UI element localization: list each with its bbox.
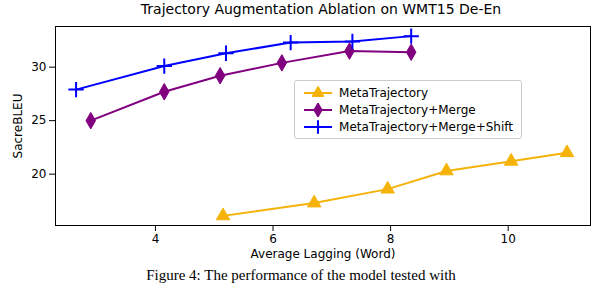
html-text:MetaTrajectory: MetaTrajectory — [339, 85, 429, 100]
svg-text:25: 25 — [31, 113, 46, 127]
html-text:Trajectory Augmentation Ablati: Trajectory Augmentation Ablation on WMT1… — [140, 1, 502, 17]
svg-text:SacreBLEU: SacreBLEU — [11, 94, 25, 159]
svg-text:30: 30 — [31, 60, 46, 74]
svg-text:20: 20 — [31, 167, 46, 181]
html-text:MetaTrajectory+Merge: MetaTrajectory+Merge — [339, 102, 476, 117]
svg-text:Average Lagging (Word): Average Lagging (Word) — [251, 247, 396, 261]
html-text:Figure 4: The performance of t: Figure 4: The performance of the model t… — [146, 267, 456, 283]
svg-text:6: 6 — [269, 232, 277, 246]
svg-text:10: 10 — [501, 232, 516, 246]
svg-text:4: 4 — [152, 232, 160, 246]
html-text:MetaTrajectory+Merge+Shift: MetaTrajectory+Merge+Shift — [339, 119, 513, 134]
svg-text:8: 8 — [387, 232, 395, 246]
